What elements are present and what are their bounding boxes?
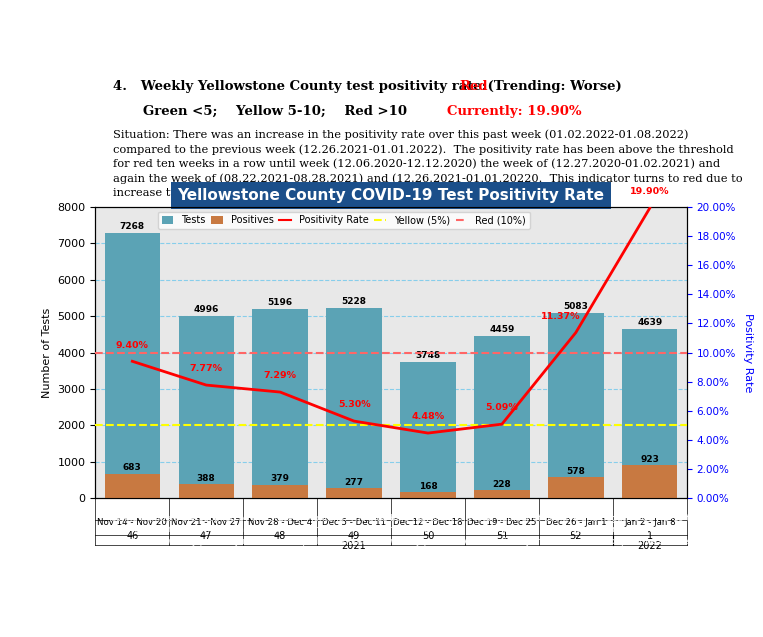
Text: 50: 50 bbox=[422, 531, 434, 541]
Y-axis label: Number of Tests: Number of Tests bbox=[42, 308, 52, 397]
Bar bbox=[327, 308, 382, 498]
Text: Dec 12 - Dec 18: Dec 12 - Dec 18 bbox=[393, 519, 463, 527]
Bar bbox=[548, 313, 604, 498]
Text: Red: Red bbox=[459, 80, 488, 93]
Text: Nov 14 - Nov 20: Nov 14 - Nov 20 bbox=[98, 519, 167, 527]
Text: 9.40%: 9.40% bbox=[116, 341, 149, 350]
Text: 3748: 3748 bbox=[415, 350, 440, 359]
Text: 4459: 4459 bbox=[489, 325, 514, 334]
Text: 5.30%: 5.30% bbox=[338, 401, 370, 410]
Text: Jan 2 - Jan 8: Jan 2 - Jan 8 bbox=[624, 519, 675, 527]
Text: 5083: 5083 bbox=[563, 302, 588, 311]
Text: 19.90%: 19.90% bbox=[630, 187, 669, 196]
Text: 46: 46 bbox=[126, 531, 138, 541]
Text: 923: 923 bbox=[640, 455, 659, 464]
Text: 5196: 5196 bbox=[268, 297, 293, 307]
Text: Currently: 19.90%: Currently: 19.90% bbox=[447, 104, 582, 118]
Bar bbox=[105, 233, 160, 498]
Bar bbox=[548, 477, 604, 498]
Text: 228: 228 bbox=[493, 480, 511, 489]
Bar bbox=[179, 484, 234, 498]
Text: (Trending: Worse): (Trending: Worse) bbox=[483, 80, 621, 93]
Text: 7268: 7268 bbox=[120, 222, 145, 231]
Text: 52: 52 bbox=[569, 531, 582, 541]
Text: 277: 277 bbox=[345, 478, 364, 487]
Text: 7.29%: 7.29% bbox=[264, 371, 297, 380]
Text: 388: 388 bbox=[197, 474, 216, 483]
Text: Testing numbers are supplied by the State of Montana. The blue bars represent th: Testing numbers are supplied by the Stat… bbox=[107, 513, 716, 558]
Bar bbox=[622, 465, 678, 498]
Bar bbox=[622, 329, 678, 498]
Text: 48: 48 bbox=[274, 531, 286, 541]
Text: 5228: 5228 bbox=[342, 297, 366, 306]
Text: 168: 168 bbox=[419, 482, 437, 491]
Text: 683: 683 bbox=[123, 463, 142, 473]
Text: 1: 1 bbox=[647, 531, 653, 541]
Bar bbox=[474, 490, 530, 498]
Text: 11.37%: 11.37% bbox=[541, 312, 581, 321]
Y-axis label: Positivity Rate: Positivity Rate bbox=[742, 313, 752, 392]
Text: 7.77%: 7.77% bbox=[190, 364, 223, 373]
Bar bbox=[253, 309, 308, 498]
Text: 4639: 4639 bbox=[637, 318, 662, 327]
Text: Nov 28 - Dec 4: Nov 28 - Dec 4 bbox=[248, 519, 312, 527]
Text: Dec 19 - Dec 25: Dec 19 - Dec 25 bbox=[467, 519, 536, 527]
Text: 2022: 2022 bbox=[637, 541, 662, 552]
Text: 4.   Weekly Yellowstone County test positivity rate:: 4. Weekly Yellowstone County test positi… bbox=[113, 80, 496, 93]
Text: 578: 578 bbox=[566, 467, 585, 476]
Text: 4.48%: 4.48% bbox=[411, 412, 445, 422]
Text: 47: 47 bbox=[200, 531, 212, 541]
Text: Dec 5 - Dec 11: Dec 5 - Dec 11 bbox=[322, 519, 386, 527]
Text: Situation: There was an increase in the positivity rate over this past week (01.: Situation: There was an increase in the … bbox=[113, 129, 742, 198]
Text: 4996: 4996 bbox=[194, 305, 219, 314]
Text: 5.09%: 5.09% bbox=[485, 403, 518, 413]
Title: Yellowstone County COVID-19 Test Positivity Rate: Yellowstone County COVID-19 Test Positiv… bbox=[178, 188, 604, 203]
Text: Nov 21 - Nov 27: Nov 21 - Nov 27 bbox=[172, 519, 241, 527]
Bar bbox=[327, 489, 382, 498]
Bar bbox=[401, 492, 456, 498]
Legend: Tests, Positives, Positivity Rate, Yellow (5%), Red (10%): Tests, Positives, Positivity Rate, Yello… bbox=[158, 211, 530, 229]
Text: 2021: 2021 bbox=[342, 541, 366, 552]
Text: 49: 49 bbox=[348, 531, 360, 541]
Text: 379: 379 bbox=[271, 475, 290, 483]
Text: Green <5;    Yellow 5-10;    Red >10: Green <5; Yellow 5-10; Red >10 bbox=[143, 104, 416, 118]
Bar bbox=[474, 336, 530, 498]
Text: Dec 26 - Jan 1: Dec 26 - Jan 1 bbox=[546, 519, 606, 527]
Bar bbox=[179, 316, 234, 498]
Bar bbox=[253, 485, 308, 498]
Bar bbox=[105, 473, 160, 498]
Bar bbox=[401, 362, 456, 498]
Text: 51: 51 bbox=[496, 531, 508, 541]
